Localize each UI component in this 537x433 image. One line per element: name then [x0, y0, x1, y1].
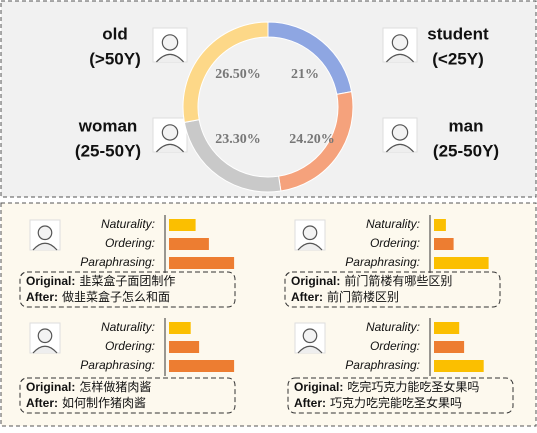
bar-label: Naturality: [101, 217, 155, 231]
group-range: (25-50Y) [433, 141, 499, 160]
percent-label: 24.20% [289, 132, 335, 147]
icon-head [37, 225, 53, 241]
donut-segment [182, 21, 269, 123]
group-name: old [102, 24, 128, 43]
bar-label: Ordering: [370, 339, 420, 353]
example-line: After: 如何制作猪肉酱 [26, 395, 146, 410]
bar [434, 322, 460, 334]
example-label: Original: [291, 274, 340, 288]
percent-label: 23.30% [215, 132, 261, 147]
icon-head [302, 328, 318, 344]
bar-label: Paraphrasing: [345, 255, 420, 269]
example-box [19, 271, 236, 308]
icon-head [37, 328, 53, 344]
bar [169, 322, 191, 334]
group-name: man [449, 116, 484, 135]
bar-label: Paraphrasing: [345, 358, 420, 372]
example-label: After: [294, 396, 326, 410]
example-line: After: 巧克力吃完能吃圣女果吗 [294, 395, 462, 410]
example-line: Original: 怎样做猪肉酱 [26, 379, 151, 394]
example-line: Original: 韭菜盒子面团制作 [26, 273, 175, 288]
percent-label: 26.50% [215, 67, 261, 82]
example-text: 做韭菜盒子怎么和面 [62, 289, 170, 304]
example-label: After: [26, 396, 58, 410]
bar-label: Ordering: [105, 236, 155, 250]
example-line: Original: 吃完巧克力能吃圣女果吗 [294, 379, 479, 394]
example-line: After: 做韭菜盒子怎么和面 [26, 289, 170, 304]
example-text: 吃完巧克力能吃圣女果吗 [347, 379, 479, 394]
bar-label: Naturality: [366, 320, 420, 334]
example-box [287, 377, 514, 414]
bar-label: Paraphrasing: [80, 255, 155, 269]
bar [169, 219, 196, 231]
icon-body [155, 143, 185, 153]
example-text: 巧克力吃完能吃圣女果吗 [330, 395, 462, 410]
icon-body [32, 345, 58, 354]
bar [434, 257, 489, 269]
bar-label: Naturality: [101, 320, 155, 334]
bar-label: Ordering: [105, 339, 155, 353]
icon-body [32, 242, 58, 251]
icon-body [385, 143, 415, 153]
example-label: After: [291, 290, 323, 304]
bar [434, 360, 484, 372]
group-range: (25-50Y) [75, 141, 141, 160]
bar [169, 341, 200, 353]
bar [169, 360, 235, 372]
example-label: Original: [294, 380, 343, 394]
group-name: woman [78, 116, 138, 135]
example-text: 前门箭楼有哪些区别 [344, 273, 452, 288]
icon-body [155, 53, 185, 63]
group-range: (<25Y) [432, 49, 484, 68]
example-line: Original: 前门箭楼有哪些区别 [291, 273, 452, 288]
bar [169, 238, 209, 250]
example-label: Original: [26, 274, 75, 288]
example-text: 韭菜盒子面团制作 [79, 273, 175, 288]
bar [434, 238, 454, 250]
bar [434, 219, 446, 231]
bar [434, 341, 465, 353]
example-box [19, 377, 236, 414]
example-box [284, 271, 501, 308]
icon-body [297, 242, 323, 251]
example-text: 如何制作猪肉酱 [62, 395, 146, 410]
example-label: After: [26, 290, 58, 304]
bar-label: Naturality: [366, 217, 420, 231]
bar-label: Ordering: [370, 236, 420, 250]
group-name: student [427, 24, 489, 43]
group-range: (>50Y) [89, 49, 141, 68]
icon-body [385, 53, 415, 63]
icon-head [161, 34, 179, 51]
bar-label: Paraphrasing: [80, 358, 155, 372]
example-text: 前门箭楼区别 [327, 289, 399, 304]
icon-head [391, 124, 409, 141]
icon-head [302, 225, 318, 241]
icon-body [297, 345, 323, 354]
example-text: 怎样做猪肉酱 [79, 379, 151, 394]
percent-label: 21% [291, 67, 319, 82]
example-line: After: 前门箭楼区别 [291, 289, 399, 304]
example-label: Original: [26, 380, 75, 394]
icon-head [391, 34, 409, 51]
icon-head [161, 124, 179, 141]
bar [169, 257, 235, 269]
